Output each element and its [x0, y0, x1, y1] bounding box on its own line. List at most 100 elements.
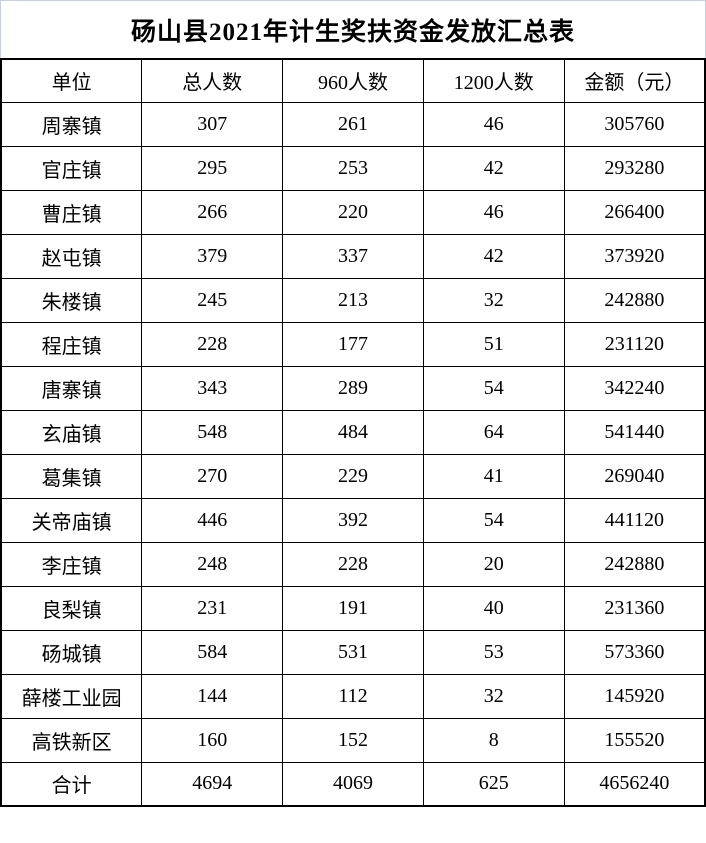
unit-cell: 砀城镇 [0, 629, 143, 675]
value-cell: 373920 [563, 233, 706, 279]
unit-cell: 唐寨镇 [0, 365, 143, 411]
value-cell: 145920 [563, 673, 706, 719]
value-cell: 54 [422, 497, 565, 543]
header-960-count: 960人数 [282, 58, 424, 103]
value-cell: 42 [422, 233, 565, 279]
unit-cell: 良梨镇 [0, 585, 143, 631]
value-cell: 245 [141, 277, 284, 323]
table-row: 李庄镇 248 228 20 242880 [0, 541, 706, 587]
value-cell: 548 [141, 409, 284, 455]
table-row: 赵屯镇 379 337 42 373920 [0, 233, 706, 279]
value-cell: 293280 [563, 145, 706, 191]
value-cell: 46 [422, 101, 565, 147]
table-row: 周寨镇 307 261 46 305760 [0, 101, 706, 147]
unit-cell: 高铁新区 [0, 717, 143, 763]
table-body: 周寨镇 307 261 46 305760 官庄镇 295 253 42 293280 曹庄镇 266… [0, 101, 706, 807]
value-cell: 228 [141, 321, 284, 367]
value-cell: 8 [422, 717, 565, 763]
value-cell: 441120 [563, 497, 706, 543]
value-cell: 54 [422, 365, 565, 411]
value-cell: 32 [422, 277, 565, 323]
value-cell: 4694 [141, 761, 284, 807]
value-cell: 625 [422, 761, 565, 807]
value-cell: 289 [282, 365, 424, 411]
unit-cell: 官庄镇 [0, 145, 143, 191]
unit-cell: 赵屯镇 [0, 233, 143, 279]
value-cell: 342240 [563, 365, 706, 411]
value-cell: 177 [282, 321, 424, 367]
value-cell: 229 [282, 453, 424, 499]
table-row: 良梨镇 231 191 40 231360 [0, 585, 706, 631]
header-1200-count: 1200人数 [422, 58, 565, 103]
value-cell: 160 [141, 717, 284, 763]
value-cell: 343 [141, 365, 284, 411]
value-cell: 307 [141, 101, 284, 147]
value-cell: 4656240 [563, 761, 706, 807]
title-bar: 砀山县2021年计生奖扶资金发放汇总表 [0, 0, 706, 58]
table-row: 关帝庙镇 446 392 54 441120 [0, 497, 706, 543]
unit-cell: 薛楼工业园 [0, 673, 143, 719]
value-cell: 484 [282, 409, 424, 455]
header-unit: 单位 [0, 58, 143, 103]
value-cell: 305760 [563, 101, 706, 147]
value-cell: 446 [141, 497, 284, 543]
unit-cell: 朱楼镇 [0, 277, 143, 323]
header-row: 单位 总人数 960人数 1200人数 金额（元） [0, 58, 706, 103]
table-row: 唐寨镇 343 289 54 342240 [0, 365, 706, 411]
value-cell: 42 [422, 145, 565, 191]
unit-cell: 葛集镇 [0, 453, 143, 499]
value-cell: 53 [422, 629, 565, 675]
value-cell: 64 [422, 409, 565, 455]
value-cell: 584 [141, 629, 284, 675]
value-cell: 112 [282, 673, 424, 719]
table-row: 薛楼工业园 144 112 32 145920 [0, 673, 706, 719]
unit-cell: 周寨镇 [0, 101, 143, 147]
value-cell: 541440 [563, 409, 706, 455]
value-cell: 231 [141, 585, 284, 631]
value-cell: 144 [141, 673, 284, 719]
table-row: 葛集镇 270 229 41 269040 [0, 453, 706, 499]
value-cell: 32 [422, 673, 565, 719]
table-row: 高铁新区 160 152 8 155520 [0, 717, 706, 763]
value-cell: 266 [141, 189, 284, 235]
unit-cell: 曹庄镇 [0, 189, 143, 235]
unit-cell: 关帝庙镇 [0, 497, 143, 543]
value-cell: 228 [282, 541, 424, 587]
unit-cell: 程庄镇 [0, 321, 143, 367]
value-cell: 40 [422, 585, 565, 631]
value-cell: 248 [141, 541, 284, 587]
table-row: 砀城镇 584 531 53 573360 [0, 629, 706, 675]
unit-cell: 合计 [0, 761, 143, 807]
value-cell: 152 [282, 717, 424, 763]
unit-cell: 玄庙镇 [0, 409, 143, 455]
header-total-count: 总人数 [141, 58, 284, 103]
value-cell: 51 [422, 321, 565, 367]
table-row: 玄庙镇 548 484 64 541440 [0, 409, 706, 455]
page-title: 砀山县2021年计生奖扶资金发放汇总表 [130, 18, 575, 46]
value-cell: 270 [141, 453, 284, 499]
value-cell: 242880 [563, 541, 706, 587]
value-cell: 266400 [563, 189, 706, 235]
value-cell: 295 [141, 145, 284, 191]
funds-summary-table: 单位 总人数 960人数 1200人数 金额（元） 周寨镇 307 261 46 305… [0, 58, 706, 807]
value-cell: 231360 [563, 585, 706, 631]
table-row: 曹庄镇 266 220 46 266400 [0, 189, 706, 235]
value-cell: 531 [282, 629, 424, 675]
value-cell: 220 [282, 189, 424, 235]
value-cell: 392 [282, 497, 424, 543]
value-cell: 4069 [282, 761, 424, 807]
table-row: 朱楼镇 245 213 32 242880 [0, 277, 706, 323]
value-cell: 379 [141, 233, 284, 279]
table-row: 程庄镇 228 177 51 231120 [0, 321, 706, 367]
value-cell: 191 [282, 585, 424, 631]
value-cell: 41 [422, 453, 565, 499]
value-cell: 337 [282, 233, 424, 279]
value-cell: 261 [282, 101, 424, 147]
total-row: 合计 4694 4069 625 4656240 [0, 761, 706, 807]
value-cell: 269040 [563, 453, 706, 499]
value-cell: 253 [282, 145, 424, 191]
value-cell: 231120 [563, 321, 706, 367]
value-cell: 573360 [563, 629, 706, 675]
value-cell: 20 [422, 541, 565, 587]
